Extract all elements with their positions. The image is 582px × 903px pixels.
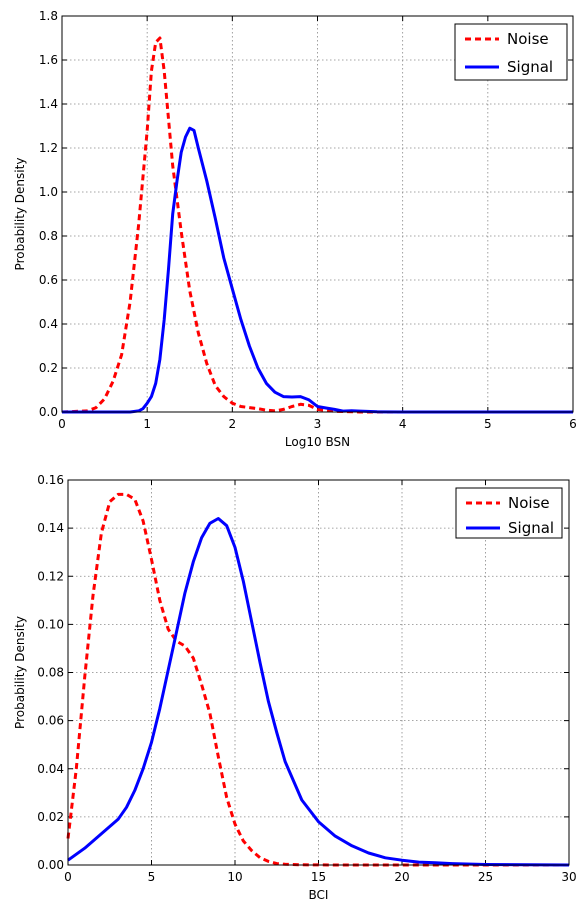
x-tick-label: 3 xyxy=(314,417,322,431)
y-tick-label: 0.00 xyxy=(37,858,64,872)
plot-frame xyxy=(61,15,574,413)
legend-label-noise: Noise xyxy=(508,494,550,512)
series-line-signal xyxy=(62,126,573,414)
y-tick-label: 1.0 xyxy=(39,185,58,199)
legend-label-noise: Noise xyxy=(507,30,549,48)
legend-label-signal: Signal xyxy=(507,58,553,76)
series-line-signal xyxy=(67,517,570,867)
x-axis-label: BCI xyxy=(309,888,329,902)
y-tick-label: 0.08 xyxy=(37,666,64,680)
legend-box xyxy=(454,23,568,81)
x-tick-label: 20 xyxy=(394,870,409,884)
x-axis-label: Log10 BSN xyxy=(285,435,350,449)
y-tick-label: 1.4 xyxy=(39,97,58,111)
x-tick-label: 6 xyxy=(569,417,577,431)
y-tick-label: 1.2 xyxy=(39,141,58,155)
x-tick-label: 0 xyxy=(64,870,72,884)
x-tick-label: 1 xyxy=(143,417,151,431)
legend-label-signal: Signal xyxy=(508,519,554,537)
y-tick-label: 1.8 xyxy=(39,9,58,23)
y-tick-label: 0.10 xyxy=(37,617,64,631)
series-line-noise xyxy=(61,36,573,414)
y-tick-label: 0.14 xyxy=(37,521,64,535)
x-tick-label: 5 xyxy=(148,870,156,884)
y-tick-label: 0.6 xyxy=(39,273,58,287)
series-line-noise xyxy=(66,492,569,867)
plot-frame xyxy=(67,479,570,866)
y-tick-label: 0.04 xyxy=(37,762,64,776)
x-tick-label: 30 xyxy=(561,870,576,884)
y-tick-label: 0.16 xyxy=(37,473,64,487)
y-tick-label: 0.02 xyxy=(37,810,64,824)
chart-bottom-bci: 0 5 10 15 20 25 30 0.00 0.02 0.04 0.06 0.08 0.10 0.12… xyxy=(13,473,577,902)
y-tick-label: 0.2 xyxy=(39,361,58,375)
y-axis-label: Probability Density xyxy=(13,616,27,729)
legend-box xyxy=(455,487,563,539)
x-tick-label: 5 xyxy=(484,417,492,431)
y-tick-label: 1.6 xyxy=(39,53,58,67)
y-axis-label: Probability Density xyxy=(13,158,27,271)
x-tick-label: 2 xyxy=(229,417,237,431)
y-tick-label: 0.0 xyxy=(39,405,58,419)
x-tick-label: 4 xyxy=(399,417,407,431)
x-tick-label: 0 xyxy=(58,417,66,431)
y-tick-label: 0.8 xyxy=(39,229,58,243)
y-tick-label: 0.4 xyxy=(39,317,58,331)
x-tick-label: 10 xyxy=(227,870,242,884)
x-tick-label: 25 xyxy=(478,870,493,884)
x-tick-label: 15 xyxy=(311,870,326,884)
chart-top-bsn: 0 1 2 3 4 5 6 0.0 0.2 0.4 0.6 0.8 1.0 1.2 1.4 1.6 1.8 Log… xyxy=(13,9,577,449)
y-tick-label: 0.12 xyxy=(37,569,64,583)
y-tick-label: 0.06 xyxy=(37,714,64,728)
